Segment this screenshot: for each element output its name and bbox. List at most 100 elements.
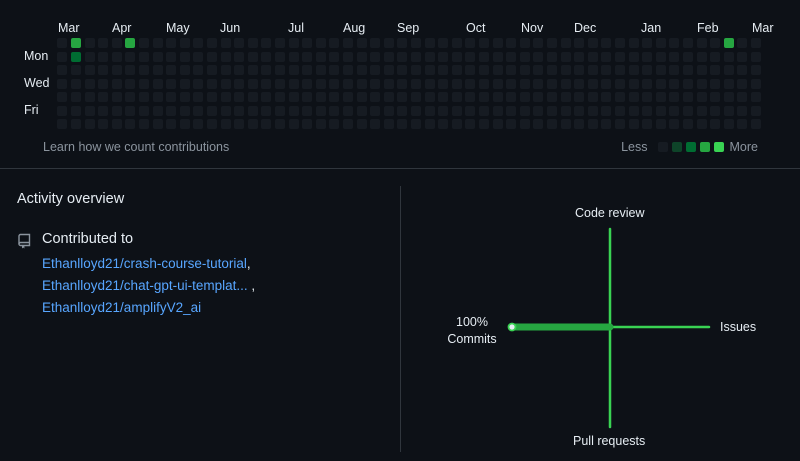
- contribution-cell[interactable]: [125, 92, 136, 102]
- contribution-cell[interactable]: [139, 65, 149, 75]
- contribution-cell[interactable]: [370, 65, 381, 75]
- contribution-cell[interactable]: [261, 119, 272, 129]
- contribution-cell[interactable]: [261, 51, 272, 62]
- contribution-cell[interactable]: [343, 38, 353, 48]
- contribution-cell[interactable]: [547, 92, 557, 102]
- contribution-cell[interactable]: [356, 92, 367, 102]
- contribution-cell[interactable]: [370, 105, 381, 116]
- contribution-cell[interactable]: [560, 119, 571, 129]
- contribution-cell[interactable]: [139, 78, 149, 89]
- contribution-cell[interactable]: [451, 92, 462, 102]
- contribution-cell[interactable]: [247, 105, 258, 116]
- contribution-cell[interactable]: [71, 119, 81, 129]
- contribution-cell[interactable]: [315, 38, 326, 48]
- contribution-cell[interactable]: [329, 78, 340, 89]
- contribution-cell[interactable]: [506, 92, 517, 102]
- contribution-cell[interactable]: [329, 65, 340, 75]
- contribution-cell[interactable]: [356, 38, 367, 48]
- contribution-cell[interactable]: [370, 38, 381, 48]
- contribution-cell[interactable]: [642, 51, 653, 62]
- contribution-cell[interactable]: [288, 105, 299, 116]
- contribution-cell[interactable]: [519, 92, 530, 102]
- contribution-cell[interactable]: [465, 51, 476, 62]
- contribution-cell[interactable]: [451, 65, 462, 75]
- contribution-cell[interactable]: [302, 105, 313, 116]
- contribution-cell[interactable]: [152, 92, 163, 102]
- contribution-cell[interactable]: [615, 65, 625, 75]
- contribution-cell[interactable]: [438, 105, 449, 116]
- contribution-cell[interactable]: [234, 105, 245, 116]
- contribution-cell[interactable]: [615, 105, 625, 116]
- contribution-cell[interactable]: [628, 92, 639, 102]
- contribution-cell[interactable]: [492, 92, 503, 102]
- contribution-cell[interactable]: [275, 78, 285, 89]
- contribution-cell[interactable]: [710, 38, 721, 48]
- contribution-cell[interactable]: [560, 92, 571, 102]
- contribution-cell[interactable]: [139, 92, 149, 102]
- contribution-cell[interactable]: [479, 65, 489, 75]
- contribution-cell[interactable]: [98, 78, 109, 89]
- contribution-cell[interactable]: [397, 65, 408, 75]
- contribution-cell[interactable]: [438, 51, 449, 62]
- contribution-cell[interactable]: [98, 38, 109, 48]
- contribution-cell[interactable]: [139, 38, 149, 48]
- contribution-cell[interactable]: [642, 78, 653, 89]
- contribution-cell[interactable]: [152, 119, 163, 129]
- contribution-cell[interactable]: [397, 105, 408, 116]
- contribution-cell[interactable]: [84, 38, 95, 48]
- contribution-cell[interactable]: [601, 51, 612, 62]
- contribution-cell[interactable]: [492, 105, 503, 116]
- contribution-cell[interactable]: [329, 38, 340, 48]
- contribution-cell[interactable]: [207, 105, 217, 116]
- contribution-cell[interactable]: [574, 65, 585, 75]
- contribution-cell[interactable]: [683, 38, 693, 48]
- contribution-cell[interactable]: [669, 105, 680, 116]
- contribution-cell[interactable]: [628, 65, 639, 75]
- contribution-cell[interactable]: [139, 51, 149, 62]
- contribution-cell[interactable]: [424, 92, 435, 102]
- contribution-cell[interactable]: [220, 92, 231, 102]
- contribution-cell[interactable]: [315, 119, 326, 129]
- contribution-cell[interactable]: [751, 51, 761, 62]
- contribution-cell[interactable]: [275, 38, 285, 48]
- contribution-cell[interactable]: [220, 78, 231, 89]
- contribution-cell[interactable]: [547, 119, 557, 129]
- contribution-cell[interactable]: [84, 105, 95, 116]
- contribution-cell[interactable]: [98, 119, 109, 129]
- contribution-cell[interactable]: [84, 92, 95, 102]
- contribution-cell[interactable]: [356, 65, 367, 75]
- contribution-cell[interactable]: [533, 105, 544, 116]
- contribution-cell[interactable]: [261, 65, 272, 75]
- contribution-cell[interactable]: [383, 78, 394, 89]
- contribution-cell[interactable]: [492, 78, 503, 89]
- contribution-cell[interactable]: [601, 92, 612, 102]
- contribution-cell[interactable]: [125, 119, 136, 129]
- contribution-cell[interactable]: [370, 92, 381, 102]
- contribution-cell[interactable]: [424, 78, 435, 89]
- contribution-cell[interactable]: [669, 65, 680, 75]
- contribution-cell[interactable]: [560, 105, 571, 116]
- contribution-cell[interactable]: [479, 38, 489, 48]
- contribution-cell[interactable]: [547, 38, 557, 48]
- contribution-cell[interactable]: [723, 92, 734, 102]
- contribution-cell[interactable]: [737, 38, 748, 48]
- contribution-cell[interactable]: [560, 51, 571, 62]
- contribution-cell[interactable]: [723, 51, 734, 62]
- contribution-cell[interactable]: [288, 38, 299, 48]
- contribution-cell[interactable]: [574, 119, 585, 129]
- contribution-cell[interactable]: [506, 105, 517, 116]
- contribution-cell[interactable]: [574, 92, 585, 102]
- contribution-cell[interactable]: [587, 38, 598, 48]
- contribution-cell[interactable]: [479, 105, 489, 116]
- contribution-cell[interactable]: [587, 119, 598, 129]
- contribution-cell[interactable]: [628, 105, 639, 116]
- contribution-cell[interactable]: [57, 65, 68, 75]
- contribution-cell[interactable]: [506, 65, 517, 75]
- contribution-cell[interactable]: [424, 105, 435, 116]
- contribution-cell[interactable]: [574, 38, 585, 48]
- contribution-cell[interactable]: [519, 105, 530, 116]
- contribution-cell[interactable]: [655, 119, 666, 129]
- contribution-cell[interactable]: [302, 119, 313, 129]
- contribution-cell[interactable]: [451, 78, 462, 89]
- contribution-cell[interactable]: [247, 38, 258, 48]
